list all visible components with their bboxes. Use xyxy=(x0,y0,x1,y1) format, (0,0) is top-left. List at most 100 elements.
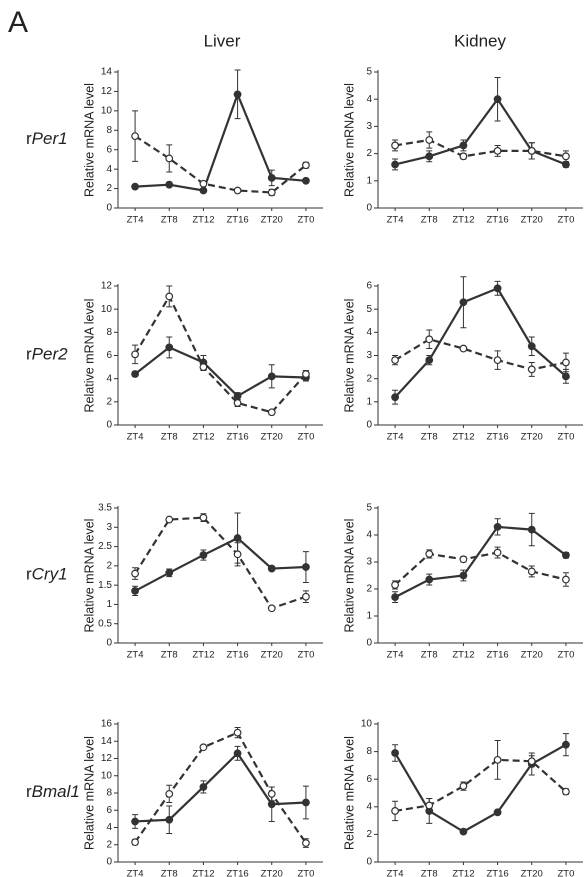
y-tick-label: 14 xyxy=(101,736,113,747)
series-line xyxy=(134,346,306,398)
y-tick-label: 2 xyxy=(366,148,372,159)
row-label-prefix: r xyxy=(26,565,32,584)
data-point xyxy=(562,740,570,749)
data-point xyxy=(165,180,174,189)
y-axis-label: Relative mRNA level xyxy=(342,299,356,413)
data-point xyxy=(562,575,570,584)
y-tick-label: 12 xyxy=(101,281,113,292)
row-label-gene: Per2 xyxy=(32,345,68,364)
data-point xyxy=(425,801,434,810)
y-tick-label: 0 xyxy=(106,857,112,868)
y-tick-label: 1 xyxy=(366,396,372,407)
x-tick-label: ZT4 xyxy=(387,650,404,661)
x-tick-label: ZT16 xyxy=(226,432,248,443)
y-tick-label: 3.5 xyxy=(98,503,112,514)
data-point xyxy=(391,393,399,402)
y-tick-label: 6 xyxy=(106,805,112,816)
data-point xyxy=(267,173,276,182)
data-point xyxy=(425,152,434,161)
data-point xyxy=(425,575,434,584)
y-axis-label: Relative mRNA level xyxy=(82,83,96,197)
data-point xyxy=(391,581,399,589)
data-point xyxy=(527,525,536,534)
data-point xyxy=(267,604,276,613)
data-point xyxy=(165,343,174,352)
data-point xyxy=(199,551,208,559)
y-tick-label: 8 xyxy=(106,327,112,338)
data-point xyxy=(459,555,468,564)
x-tick-label: ZT20 xyxy=(261,215,283,226)
x-tick-label: ZT0 xyxy=(557,432,574,443)
y-tick-label: 4 xyxy=(366,327,372,338)
x-tick-label: ZT16 xyxy=(226,869,248,877)
panel-label: A xyxy=(8,6,28,39)
data-point xyxy=(493,146,502,155)
data-point xyxy=(459,827,468,836)
series-line xyxy=(394,286,567,398)
y-tick-label: 4 xyxy=(106,822,112,833)
y-tick-label: 8 xyxy=(366,746,372,757)
x-tick-label: ZT16 xyxy=(226,215,248,226)
x-tick-label: ZT12 xyxy=(192,215,214,226)
y-tick-label: 3 xyxy=(106,522,112,533)
x-tick-label: ZT12 xyxy=(192,869,214,877)
data-point xyxy=(493,755,502,764)
data-point xyxy=(233,392,242,400)
y-tick-label: 16 xyxy=(101,719,113,730)
x-tick-label: ZT20 xyxy=(261,650,283,661)
x-tick-label: ZT8 xyxy=(161,650,178,661)
data-point xyxy=(165,515,174,524)
data-point xyxy=(425,136,434,144)
y-tick-label: 0 xyxy=(366,638,372,649)
x-tick-label: ZT4 xyxy=(127,869,144,877)
y-axis-label: Relative mRNA level xyxy=(82,519,96,633)
y-tick-label: 3 xyxy=(366,350,372,361)
data-point xyxy=(459,152,468,161)
x-tick-label: ZT20 xyxy=(261,869,283,877)
data-point xyxy=(527,567,536,576)
y-tick-label: 2.5 xyxy=(98,541,112,552)
data-point xyxy=(302,798,310,807)
x-tick-label: ZT8 xyxy=(161,432,178,443)
y-tick-label: 6 xyxy=(366,281,372,292)
data-point xyxy=(459,344,468,353)
data-point xyxy=(199,186,208,195)
y-tick-label: 3 xyxy=(366,557,372,568)
row-label: rBmal1 xyxy=(26,782,80,801)
data-point xyxy=(391,749,399,757)
data-point xyxy=(425,335,434,344)
y-tick-label: 4 xyxy=(366,530,372,541)
row-label-prefix: r xyxy=(26,345,32,364)
column-title: Liver xyxy=(204,31,241,50)
x-tick-label: ZT20 xyxy=(521,215,543,226)
data-point xyxy=(391,593,399,601)
y-tick-label: 10 xyxy=(101,770,113,781)
row-label-prefix: r xyxy=(26,782,32,801)
y-tick-label: 0 xyxy=(366,857,372,868)
data-point xyxy=(527,365,536,374)
x-tick-label: ZT8 xyxy=(421,650,438,661)
data-point xyxy=(199,363,208,371)
data-point xyxy=(131,132,139,141)
series-line xyxy=(394,758,567,813)
series-line xyxy=(394,743,567,833)
data-point xyxy=(131,817,139,826)
data-point xyxy=(493,284,502,293)
y-tick-label: 8 xyxy=(106,125,112,136)
data-point xyxy=(233,186,242,195)
data-point xyxy=(493,808,502,817)
y-tick-label: 4 xyxy=(366,801,372,812)
y-tick-label: 6 xyxy=(366,774,372,785)
data-point xyxy=(165,568,174,577)
y-tick-label: 5 xyxy=(366,67,372,78)
x-tick-label: ZT4 xyxy=(387,432,404,443)
y-tick-label: 1 xyxy=(106,599,112,610)
y-axis-label: Relative mRNA level xyxy=(342,83,356,197)
data-point xyxy=(131,587,139,595)
data-point xyxy=(199,783,208,791)
data-point xyxy=(562,152,570,161)
y-tick-label: 6 xyxy=(106,144,112,155)
data-point xyxy=(233,90,242,99)
x-tick-label: ZT4 xyxy=(387,215,404,226)
data-point xyxy=(302,161,310,170)
